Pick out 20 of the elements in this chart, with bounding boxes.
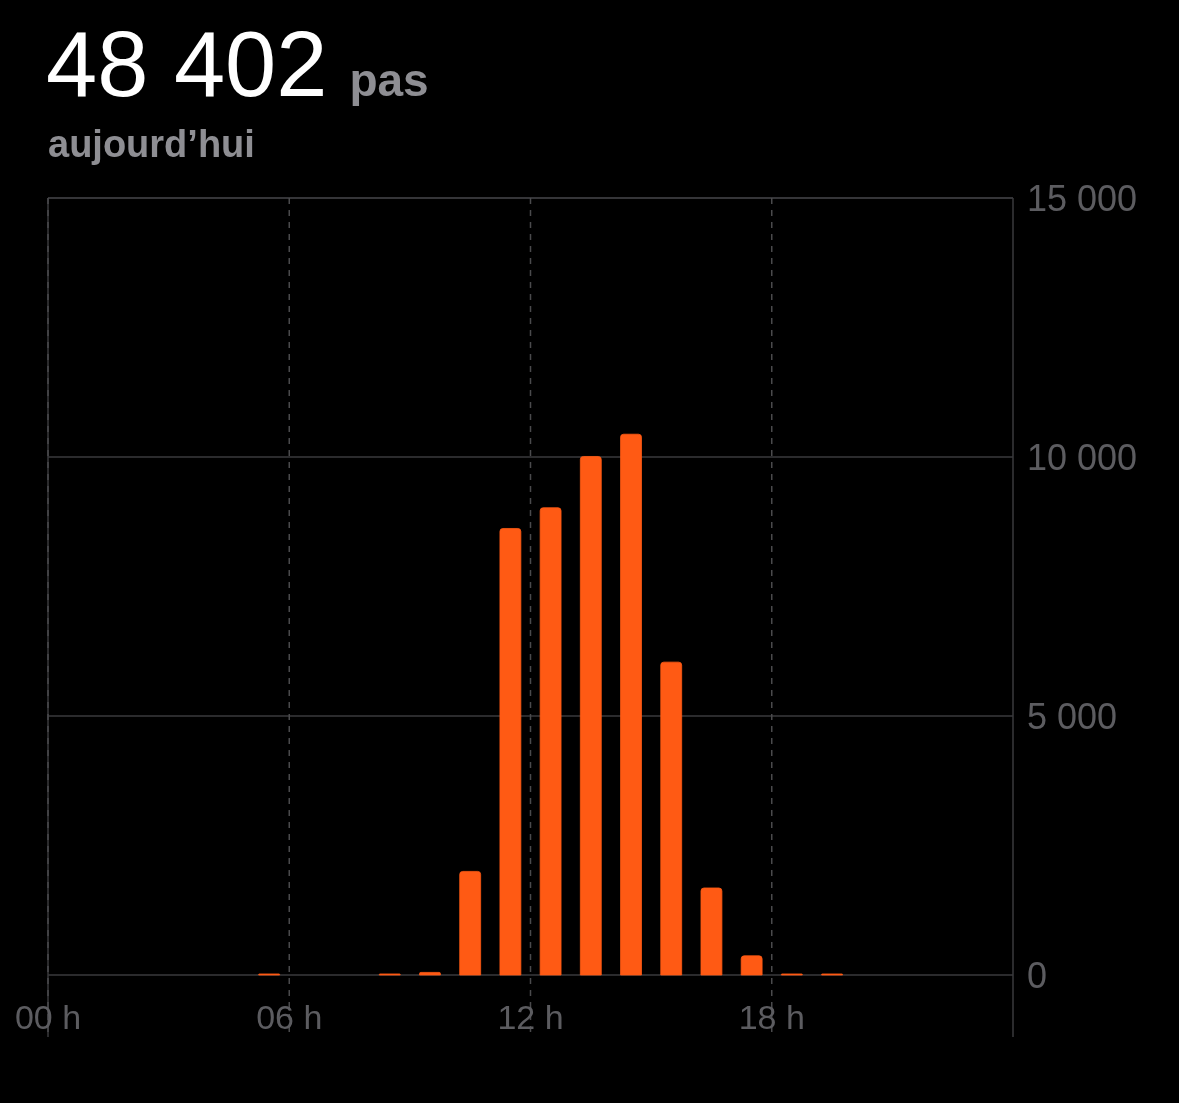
bar (700, 887, 723, 976)
text: pas (349, 54, 429, 106)
x-tick-label: 18 h (738, 998, 805, 1036)
x-tick-label: 06 h (256, 998, 323, 1036)
bar (660, 661, 683, 976)
bar (579, 456, 602, 976)
y-tick-label: 0 (1027, 954, 1048, 996)
chart-title: 48 402 (46, 13, 328, 115)
bar (539, 507, 562, 976)
bar (740, 955, 763, 976)
y-tick-label: 5 000 (1027, 695, 1118, 737)
bar (419, 972, 441, 976)
bar (620, 433, 642, 976)
y-tick-label: 15 000 (1027, 177, 1138, 219)
bar (499, 528, 522, 976)
chart-subtitle: aujourd’hui (48, 123, 255, 165)
y-tick-label: 10 000 (1027, 436, 1138, 478)
x-tick-label: 00 h (14, 998, 82, 1036)
bar (459, 871, 482, 976)
x-tick-label: 12 h (497, 998, 564, 1036)
